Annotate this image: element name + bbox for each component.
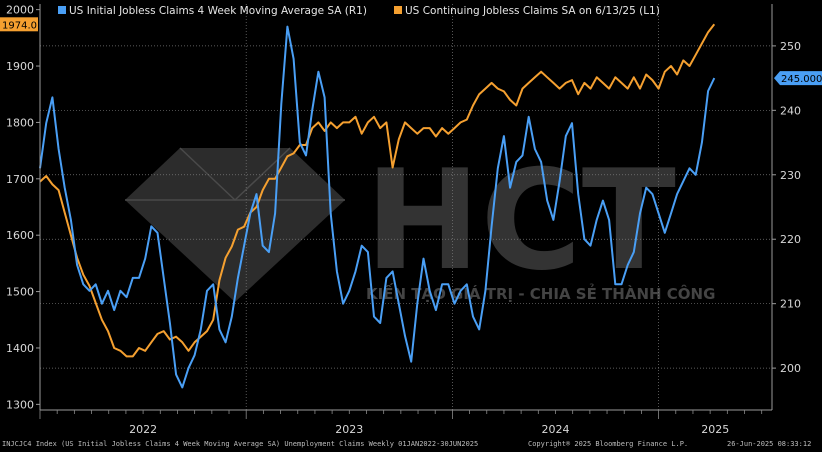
right-tick-label: 240: [780, 104, 801, 117]
legend-swatch: [58, 6, 66, 14]
watermark-logo-icon: [125, 148, 345, 302]
x-tick-label: 2022: [129, 423, 157, 436]
left-tick-label: 1300: [6, 398, 34, 411]
footer: INJCJC4 Index (US Initial Jobless Claims…: [0, 438, 822, 452]
axes: 1300 1400 1500 1600 1700 1800 1900 2000 200 210 22…: [0, 4, 822, 436]
right-tick-label: 210: [780, 298, 801, 311]
watermark-brand: HCT: [365, 140, 676, 301]
last-value-right-badge: [774, 71, 822, 86]
legend-label: US Initial Jobless Claims 4 Week Moving …: [69, 5, 367, 17]
left-tick-label: 1800: [6, 116, 34, 129]
last-value-right: 245.000: [781, 74, 822, 85]
watermark-logo-line: [179, 147, 291, 202]
footer-source: INJCJC4 Index (US Initial Jobless Claims…: [2, 440, 479, 448]
legend-swatch: [394, 6, 402, 14]
x-tick-label: 2024: [541, 423, 569, 436]
footer-copyright: Copyright® 2025 Bloomberg Finance L.P.: [528, 440, 689, 448]
grid: [40, 4, 772, 410]
series-line-continuing-claims: [39, 23, 716, 358]
right-tick-label: 250: [780, 40, 801, 53]
x-tick-label: 2025: [701, 423, 729, 436]
right-tick-label: 220: [780, 233, 801, 246]
left-tick-label: 1600: [6, 229, 34, 242]
last-value-left-badge: [0, 17, 38, 32]
left-tick-label: 1400: [6, 342, 34, 355]
legend-label: US Continuing Jobless Claims SA on 6/13/…: [405, 5, 660, 17]
last-value-left: 1974.0: [2, 20, 37, 31]
series-line-initial-claims: [39, 25, 716, 389]
series-layer: [39, 23, 716, 389]
x-tick-label: 2023: [335, 423, 363, 436]
legend: US Initial Jobless Claims 4 Week Moving …: [58, 5, 660, 17]
left-tick-label: 2000: [6, 4, 34, 17]
left-tick-label: 1900: [6, 60, 34, 73]
footer-timestamp: 26-Jun-2025 08:33:12: [727, 440, 812, 448]
left-tick-label: 1500: [6, 286, 34, 299]
right-tick-label: 230: [780, 169, 801, 182]
right-tick-label: 200: [780, 362, 801, 375]
left-tick-label: 1700: [6, 173, 34, 186]
